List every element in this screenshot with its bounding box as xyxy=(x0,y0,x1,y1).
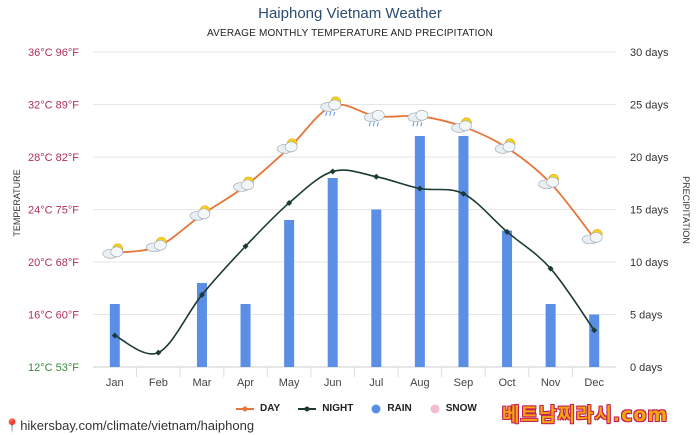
y-left-tick-label: 24°C 75°F xyxy=(28,205,79,217)
rain-bar xyxy=(458,136,469,367)
x-tick-label: Sep xyxy=(454,377,474,389)
y-right-tick-label: 15 days xyxy=(630,205,669,217)
night-point xyxy=(329,168,336,175)
x-tick-label: Jun xyxy=(324,377,342,389)
x-tick-label: Nov xyxy=(541,377,561,389)
legend-snow-label: SNOW xyxy=(445,403,477,414)
day-line xyxy=(114,103,595,254)
rain-bar xyxy=(502,230,513,367)
chart-legend: DAY NIGHT RAIN SNOW xyxy=(236,403,477,414)
rain-bar xyxy=(414,136,425,367)
y-left-tick-label: 12°C 53°F xyxy=(28,362,79,374)
legend-snow-swatch xyxy=(430,404,440,413)
y-right-tick-label: 0 days xyxy=(630,362,663,374)
x-tick-label: Mar xyxy=(192,377,211,389)
sun-cloud-icon xyxy=(189,205,211,221)
legend-day[interactable]: DAY xyxy=(236,403,280,414)
cloud-rain-icon xyxy=(407,110,429,127)
legend-rain-swatch xyxy=(371,404,381,413)
source-link[interactable]: 📍hikersbay.com/climate/vietnam/haiphong xyxy=(4,418,254,434)
rain-bar xyxy=(371,209,382,367)
y-left-tick-label: 32°C 89°F xyxy=(28,100,79,112)
y-right-tick-label: 10 days xyxy=(630,257,669,269)
source-url: hikersbay.com/climate/vietnam/haiphong xyxy=(20,418,255,433)
sun-cloud-rain-icon xyxy=(320,96,342,116)
y-right-tick-label: 20 days xyxy=(630,152,669,164)
weather-chart: 36°C 96°F 32°C 89°F 28°C 82°F 24°C 75°F 20°C… xyxy=(28,47,669,389)
legend-night-swatch xyxy=(298,406,317,411)
legend-day-swatch xyxy=(236,406,254,411)
x-tick-label: Apr xyxy=(237,377,254,389)
sun-cloud-icon xyxy=(102,243,124,259)
rain-bar xyxy=(196,283,207,367)
watermark-logo: 베트남찌라시.com xyxy=(502,404,669,426)
chart-subtitle: AVERAGE MONTHLY TEMPERATURE AND PRECIPIT… xyxy=(206,28,494,39)
sun-cloud-icon xyxy=(581,229,603,245)
y-left-tick-label: 36°C 96°F xyxy=(28,47,79,59)
sun-cloud-icon xyxy=(233,176,254,192)
x-tick-label: Dec xyxy=(584,377,604,389)
x-tick-label: Oct xyxy=(498,377,515,389)
night-point xyxy=(155,349,162,356)
y-left-tick-label: 16°C 60°F xyxy=(28,310,79,322)
night-point xyxy=(111,332,118,339)
x-tick-label: May xyxy=(279,377,300,389)
cloud-sun-icon xyxy=(451,117,472,133)
night-line xyxy=(114,169,595,355)
legend-rain[interactable]: RAIN xyxy=(371,403,412,414)
y-left-tick-label: 28°C 82°F xyxy=(28,152,79,164)
chart-title: Haiphong Vietnam Weather xyxy=(258,5,442,22)
y-right-tick-label: 30 days xyxy=(630,47,669,59)
location-pin-icon: 📍 xyxy=(4,418,21,433)
rain-bar xyxy=(327,178,338,367)
night-point xyxy=(373,173,380,180)
sun-cloud-icon xyxy=(146,236,167,253)
cloud-sun-icon xyxy=(276,138,298,154)
rain-bar xyxy=(545,304,556,367)
night-point xyxy=(504,228,511,235)
sun-cloud-icon xyxy=(538,173,559,190)
rain-bar xyxy=(240,304,251,367)
y-right-tick-label: 25 days xyxy=(630,100,669,112)
night-point xyxy=(547,265,554,272)
night-point xyxy=(242,243,249,250)
rain-bar xyxy=(284,220,295,367)
y-right-tick-label: 5 days xyxy=(630,310,663,322)
legend-rain-label: RAIN xyxy=(387,403,412,414)
x-tick-label: Feb xyxy=(149,377,168,389)
night-point xyxy=(591,327,598,334)
night-point xyxy=(416,185,423,192)
x-tick-label: Jul xyxy=(369,377,383,389)
rain-bar xyxy=(589,314,600,367)
y-left-tick-label: 20°C 68°F xyxy=(28,257,79,269)
night-point xyxy=(198,291,205,298)
night-point xyxy=(460,190,467,197)
x-tick-label: Jan xyxy=(106,377,124,389)
cloud-sun-icon xyxy=(494,138,516,154)
legend-snow[interactable]: SNOW xyxy=(430,403,477,414)
legend-night[interactable]: NIGHT xyxy=(298,403,353,414)
night-point xyxy=(286,199,293,206)
legend-night-label: NIGHT xyxy=(322,403,354,414)
x-tick-label: Aug xyxy=(410,377,430,389)
cloud-rain-icon xyxy=(363,110,385,127)
legend-day-label: DAY xyxy=(260,403,281,414)
